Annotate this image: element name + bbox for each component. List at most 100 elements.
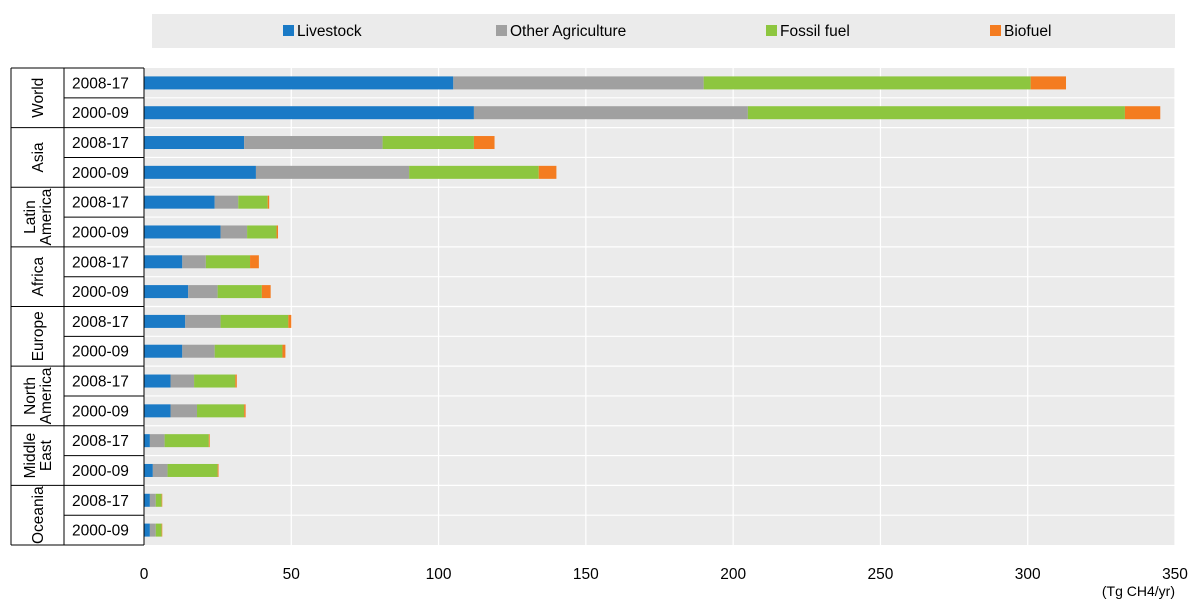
region-label-line: America [38, 367, 55, 424]
region-label-middle-east: MiddleEast [22, 433, 55, 479]
legend-swatch-livestock [283, 25, 294, 36]
region-label-line: Oceania [30, 486, 47, 544]
bar-fossil-fuel-africa-2008-17 [205, 255, 251, 269]
period-label: 2008-17 [72, 75, 129, 92]
bar-fossil-fuel-oceania-2008-17 [155, 493, 162, 507]
region-label-line: East [38, 439, 55, 471]
bar-fossil-fuel-north-america-2000-09 [197, 404, 245, 418]
bars [144, 76, 1161, 537]
bar-other-agriculture-asia-2008-17 [244, 136, 383, 150]
bar-biofuel-europe-2008-17 [288, 314, 292, 328]
period-label: 2008-17 [72, 314, 129, 331]
bar-livestock-asia-2000-09 [144, 165, 256, 179]
period-label: 2008-17 [72, 254, 129, 271]
region-label-north-america: NorthAmerica [22, 367, 55, 424]
period-label: 2000-09 [72, 105, 129, 122]
bar-fossil-fuel-africa-2000-09 [217, 285, 262, 299]
bar-biofuel-asia-2008-17 [473, 136, 495, 150]
legend-band [152, 14, 1175, 48]
bar-livestock-oceania-2008-17 [144, 493, 150, 507]
region-label-line: Europe [30, 311, 47, 361]
bar-fossil-fuel-europe-2000-09 [214, 344, 283, 358]
bar-biofuel-latin-america-2000-09 [276, 225, 279, 239]
bar-other-agriculture-oceania-2008-17 [149, 493, 156, 507]
bar-other-agriculture-africa-2000-09 [188, 285, 218, 299]
region-label-latin-america: LatinAmerica [22, 188, 55, 245]
bar-biofuel-world-2008-17 [1030, 76, 1067, 90]
bar-biofuel-oceania-2000-09 [161, 523, 163, 537]
bar-livestock-latin-america-2000-09 [144, 225, 221, 239]
x-tick-label-300: 300 [1015, 566, 1041, 583]
bar-other-agriculture-latin-america-2008-17 [214, 195, 239, 209]
period-label: 2008-17 [72, 195, 129, 212]
period-label: 2000-09 [72, 284, 129, 301]
region-label-line: Middle [22, 433, 39, 479]
bar-other-agriculture-europe-2008-17 [185, 314, 221, 328]
bar-livestock-world-2000-09 [144, 106, 474, 120]
bar-livestock-middle-east-2008-17 [144, 434, 150, 448]
period-label: 2008-17 [72, 135, 129, 152]
bar-biofuel-world-2000-09 [1124, 106, 1161, 120]
bar-livestock-middle-east-2000-09 [144, 463, 153, 477]
bar-fossil-fuel-asia-2000-09 [409, 165, 539, 179]
region-label-asia: Asia [30, 142, 47, 173]
legend-swatch-fossil-fuel [766, 25, 777, 36]
region-label-line: North [22, 377, 39, 415]
region-label-line: Latin [22, 200, 39, 234]
region-label-europe: Europe [30, 311, 47, 361]
bar-other-agriculture-africa-2008-17 [182, 255, 206, 269]
bar-other-agriculture-north-america-2000-09 [170, 404, 198, 418]
bar-other-agriculture-world-2000-09 [473, 106, 748, 120]
bar-biofuel-asia-2000-09 [538, 165, 557, 179]
bar-livestock-asia-2008-17 [144, 136, 245, 150]
bar-fossil-fuel-middle-east-2008-17 [164, 434, 209, 448]
bar-fossil-fuel-asia-2008-17 [382, 136, 474, 150]
period-label: 2000-09 [72, 403, 129, 420]
x-axis: 0 50 100 150 200 250 300 350 [140, 566, 1189, 583]
bar-other-agriculture-middle-east-2008-17 [149, 434, 165, 448]
bar-biofuel-north-america-2000-09 [244, 404, 246, 418]
region-label-line: Africa [30, 257, 47, 297]
bar-fossil-fuel-middle-east-2000-09 [167, 463, 218, 477]
bar-other-agriculture-middle-east-2000-09 [152, 463, 168, 477]
x-tick-label-50: 50 [283, 566, 301, 583]
region-label-africa: Africa [30, 257, 47, 297]
bar-other-agriculture-europe-2000-09 [182, 344, 215, 358]
legend: Livestock Other Agriculture Fossil fuel Bio… [283, 23, 1051, 40]
bar-biofuel-africa-2000-09 [261, 285, 271, 299]
bar-livestock-europe-2000-09 [144, 344, 183, 358]
bar-other-agriculture-world-2008-17 [453, 76, 704, 90]
bar-biofuel-north-america-2008-17 [235, 374, 237, 388]
bar-fossil-fuel-world-2000-09 [747, 106, 1125, 120]
bar-fossil-fuel-latin-america-2008-17 [238, 195, 268, 209]
bar-biofuel-latin-america-2008-17 [267, 195, 270, 209]
region-label-line: America [38, 188, 55, 245]
region-label-world: World [30, 78, 47, 118]
x-tick-label-250: 250 [867, 566, 893, 583]
bar-fossil-fuel-latin-america-2000-09 [247, 225, 277, 239]
bar-other-agriculture-north-america-2008-17 [170, 374, 195, 388]
x-tick-label-150: 150 [573, 566, 599, 583]
legend-label-other-agriculture: Other Agriculture [510, 23, 626, 40]
region-label-line: World [30, 78, 47, 118]
bar-livestock-north-america-2008-17 [144, 374, 171, 388]
bar-livestock-europe-2008-17 [144, 314, 186, 328]
legend-swatch-other-agriculture [496, 25, 507, 36]
period-label: 2008-17 [72, 493, 129, 510]
period-label: 2000-09 [72, 463, 129, 480]
bar-biofuel-oceania-2008-17 [161, 493, 163, 507]
legend-label-livestock: Livestock [297, 23, 362, 40]
bar-fossil-fuel-world-2008-17 [703, 76, 1031, 90]
bar-livestock-oceania-2000-09 [144, 523, 150, 537]
period-label: 2000-09 [72, 344, 129, 361]
bar-fossil-fuel-europe-2008-17 [220, 314, 289, 328]
period-label: 2008-17 [72, 374, 129, 391]
bar-livestock-africa-2000-09 [144, 285, 189, 299]
bar-livestock-africa-2008-17 [144, 255, 183, 269]
bar-livestock-north-america-2000-09 [144, 404, 171, 418]
period-label: 2000-09 [72, 224, 129, 241]
x-axis-label: (Tg CH4/yr) [1102, 583, 1175, 599]
bar-livestock-latin-america-2008-17 [144, 195, 215, 209]
bar-other-agriculture-oceania-2000-09 [149, 523, 156, 537]
